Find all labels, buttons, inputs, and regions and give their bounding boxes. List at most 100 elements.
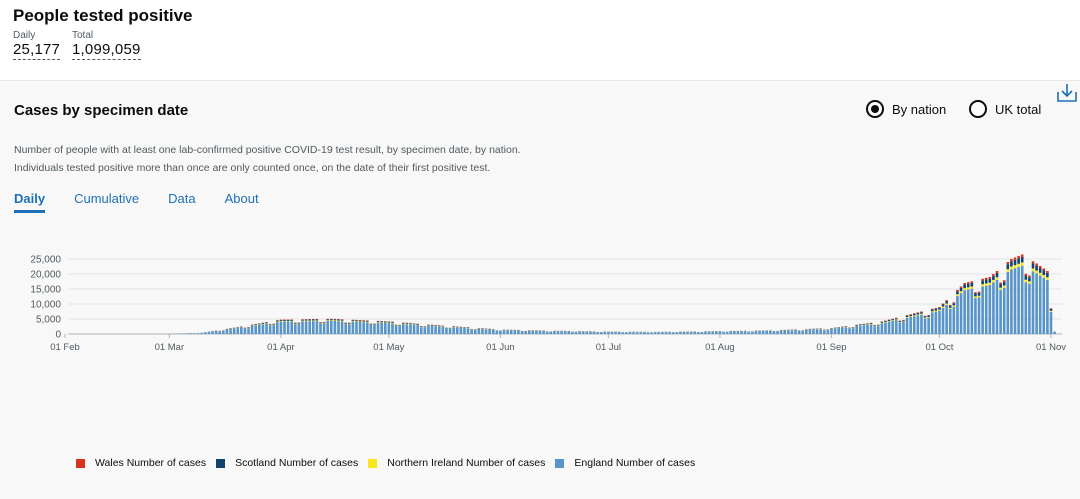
bar-segment[interactable]	[603, 331, 607, 334]
bar-segment[interactable]	[876, 325, 880, 334]
bar-segment[interactable]	[1049, 310, 1053, 312]
bar-segment[interactable]	[1038, 272, 1042, 276]
bar-segment[interactable]	[250, 324, 254, 326]
bar-segment[interactable]	[927, 315, 930, 317]
bar-segment[interactable]	[232, 328, 236, 334]
bar-segment[interactable]	[365, 321, 369, 323]
bar-segment[interactable]	[1046, 277, 1049, 280]
bar-segment[interactable]	[1046, 271, 1049, 273]
bar-segment[interactable]	[643, 332, 646, 334]
radio-uk-total[interactable]: UK total	[969, 100, 1041, 118]
bar-segment[interactable]	[1035, 265, 1038, 271]
bar-segment[interactable]	[927, 315, 930, 316]
bar-segment[interactable]	[992, 275, 995, 280]
bar-segment[interactable]	[276, 321, 279, 323]
bar-segment[interactable]	[787, 330, 790, 334]
bar-segment[interactable]	[520, 331, 524, 334]
bar-segment[interactable]	[963, 283, 966, 285]
bar-segment[interactable]	[571, 332, 574, 334]
bar-segment[interactable]	[1028, 275, 1031, 278]
bar-segment[interactable]	[347, 324, 351, 334]
bar-segment[interactable]	[855, 324, 858, 326]
bar-segment[interactable]	[1024, 279, 1028, 283]
bar-segment[interactable]	[355, 321, 358, 322]
bar-segment[interactable]	[891, 319, 894, 321]
bar-segment[interactable]	[930, 309, 934, 312]
bar-segment[interactable]	[254, 324, 258, 325]
bar-segment[interactable]	[477, 328, 481, 334]
bar-segment[interactable]	[941, 304, 945, 307]
bar-segment[interactable]	[355, 320, 358, 322]
bar-segment[interactable]	[283, 319, 286, 321]
bar-segment[interactable]	[1017, 266, 1020, 334]
bar-segment[interactable]	[999, 289, 1002, 334]
bar-segment[interactable]	[258, 324, 261, 334]
bar-segment[interactable]	[898, 321, 902, 323]
bar-segment[interactable]	[909, 314, 912, 315]
bar-segment[interactable]	[916, 312, 920, 314]
bar-segment[interactable]	[409, 324, 412, 334]
bar-segment[interactable]	[308, 321, 311, 334]
bar-segment[interactable]	[200, 332, 204, 334]
bar-segment[interactable]	[337, 320, 340, 322]
bar-segment[interactable]	[585, 331, 589, 334]
bar-segment[interactable]	[772, 331, 776, 334]
bar-segment[interactable]	[250, 325, 254, 334]
bar-segment[interactable]	[909, 316, 912, 334]
bar-segment[interactable]	[398, 326, 401, 334]
bar-segment[interactable]	[265, 322, 268, 324]
bar-segment[interactable]	[1006, 272, 1010, 334]
bar-segment[interactable]	[452, 327, 455, 334]
bar-segment[interactable]	[912, 313, 916, 314]
bar-segment[interactable]	[869, 323, 873, 324]
tab-data[interactable]: Data	[168, 191, 196, 206]
bar-segment[interactable]	[409, 323, 412, 325]
bar-segment[interactable]	[934, 307, 938, 309]
bar-segment[interactable]	[398, 325, 401, 326]
bar-segment[interactable]	[333, 320, 337, 321]
bar-segment[interactable]	[286, 320, 290, 322]
bar-segment[interactable]	[517, 330, 520, 334]
bar-segment[interactable]	[858, 325, 862, 334]
bar-segment[interactable]	[974, 293, 977, 297]
bar-segment[interactable]	[873, 326, 876, 334]
bar-segment[interactable]	[495, 330, 499, 334]
bar-segment[interactable]	[970, 282, 974, 287]
bar-segment[interactable]	[988, 277, 992, 279]
bar-segment[interactable]	[322, 323, 326, 334]
bar-segment[interactable]	[758, 331, 761, 334]
bar-segment[interactable]	[625, 332, 628, 334]
bar-segment[interactable]	[423, 327, 427, 334]
bar-segment[interactable]	[556, 331, 560, 334]
bar-segment[interactable]	[394, 325, 398, 334]
bar-segment[interactable]	[362, 322, 365, 334]
bar-segment[interactable]	[394, 324, 398, 326]
bar-segment[interactable]	[502, 330, 506, 334]
bar-segment[interactable]	[542, 331, 545, 334]
bar-segment[interactable]	[920, 312, 923, 314]
bar-segment[interactable]	[664, 332, 668, 334]
bar-segment[interactable]	[304, 319, 308, 321]
bar-segment[interactable]	[488, 329, 491, 334]
bar-segment[interactable]	[862, 325, 866, 334]
bar-segment[interactable]	[887, 321, 891, 334]
bar-segment[interactable]	[920, 314, 923, 334]
bar-segment[interactable]	[715, 331, 718, 334]
bar-segment[interactable]	[563, 331, 567, 334]
bar-segment[interactable]	[826, 330, 830, 334]
bar-segment[interactable]	[369, 323, 373, 325]
bar-segment[interactable]	[473, 329, 477, 334]
bar-segment[interactable]	[272, 324, 276, 325]
bar-segment[interactable]	[916, 315, 920, 334]
bar-segment[interactable]	[1042, 268, 1046, 271]
bar-segment[interactable]	[992, 280, 995, 283]
bar-segment[interactable]	[689, 331, 693, 334]
bar-segment[interactable]	[365, 322, 369, 334]
bar-segment[interactable]	[909, 316, 912, 317]
bar-segment[interactable]	[754, 331, 758, 334]
bar-segment[interactable]	[866, 324, 869, 334]
bar-segment[interactable]	[934, 311, 938, 334]
bar-segment[interactable]	[635, 332, 639, 334]
bar-segment[interactable]	[301, 321, 304, 334]
bar-segment[interactable]	[430, 326, 434, 334]
